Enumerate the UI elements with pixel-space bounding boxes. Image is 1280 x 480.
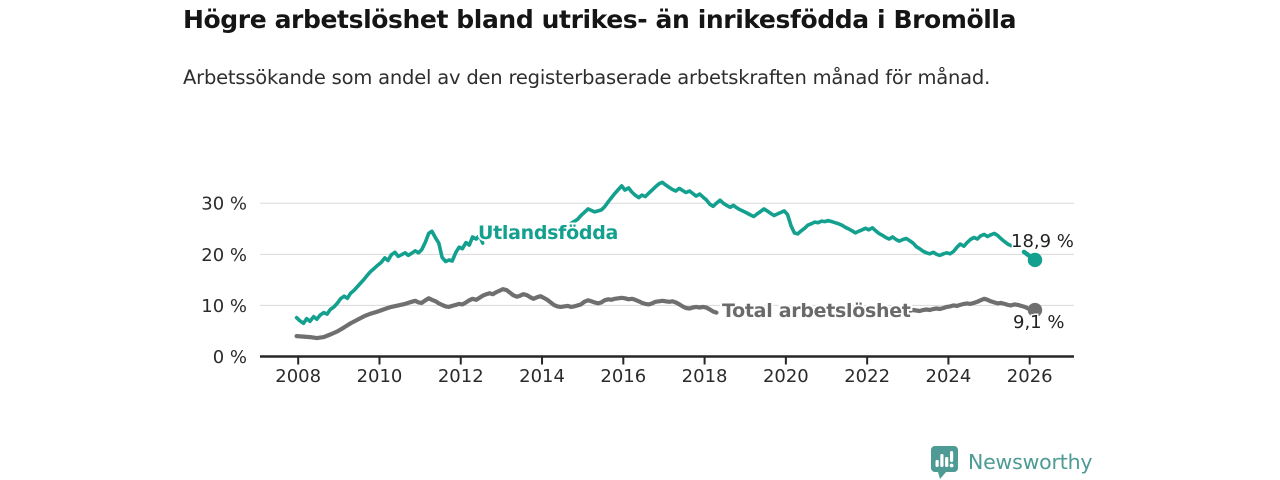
x-tick-label: 2020 (763, 366, 809, 387)
x-tick-label: 2026 (1007, 366, 1053, 387)
x-tick-label: 2024 (926, 366, 972, 387)
series-line-0 (294, 229, 485, 326)
chart-annotations: Utlandsfödda Total arbetslöshet 18,9 % 9… (476, 220, 1075, 335)
page-title: Högre arbetslöshet bland utrikes- än inr… (183, 5, 1017, 34)
chart-series (294, 180, 1043, 341)
line-chart: 0 % 10 % 20 % 30 % 2008 2010 2012 2014 2016 2018 2… (201, 180, 1075, 387)
x-tick-label: 2012 (438, 366, 484, 387)
series-line-0 (568, 180, 1013, 258)
end-value-label-total: 9,1 % (1013, 312, 1064, 333)
x-tick-label: 2008 (275, 366, 321, 387)
series-line-1 (294, 287, 719, 341)
y-tick-label: 20 % (201, 245, 247, 266)
x-tick-label: 2014 (519, 366, 565, 387)
series-label-total-arbetsloshet: Total arbetslöshet (722, 300, 911, 322)
y-tick-label: 0 % (213, 347, 247, 368)
newsworthy-bar-chart-icon (931, 446, 958, 479)
chart-subtitle: Arbetssökande som andel av den registerb… (183, 66, 991, 89)
series-end-dot-0 (1027, 252, 1043, 268)
x-tick-label: 2018 (682, 366, 728, 387)
x-tick-label: 2010 (357, 366, 403, 387)
end-value-label-utlandsfodda: 18,9 % (1011, 231, 1074, 252)
series-line-1 (883, 296, 1038, 314)
newsworthy-wordmark: Newsworthy (968, 450, 1093, 474)
y-tick-label: 30 % (201, 194, 247, 215)
series-label-utlandsfodda: Utlandsfödda (478, 222, 618, 244)
series-end-dot-1 (1027, 302, 1043, 318)
x-tick-label: 2016 (600, 366, 646, 387)
chart-grid: 0 % 10 % 20 % 30 % 2008 2010 2012 2014 2016 2018 2… (201, 194, 1074, 387)
x-tick-label: 2022 (844, 366, 890, 387)
newsworthy-logo[interactable]: Newsworthy (930, 445, 1092, 479)
y-tick-label: 10 % (201, 296, 247, 317)
